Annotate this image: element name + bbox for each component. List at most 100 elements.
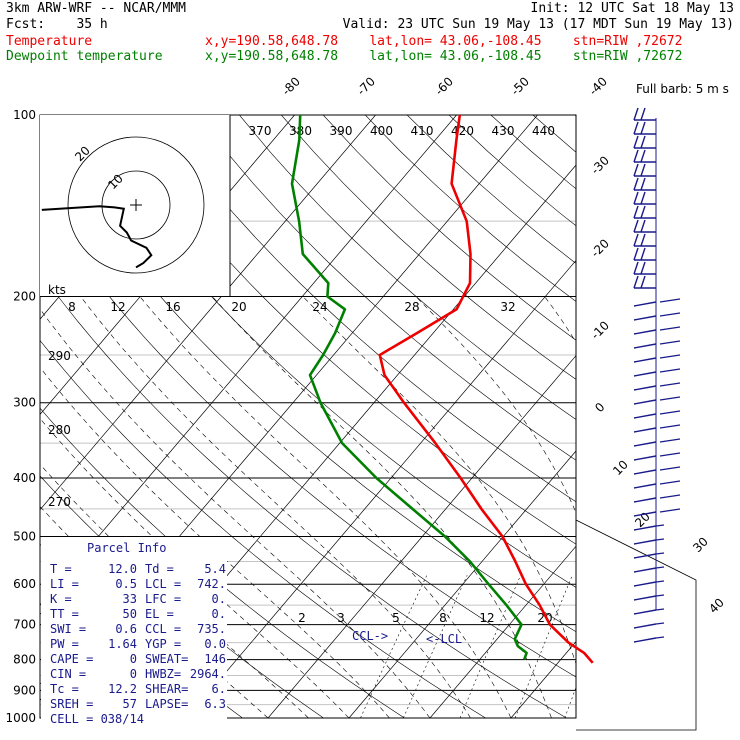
wind-barb-flag [659, 424, 681, 429]
wind-barb-staff [633, 441, 657, 447]
parcel-row-label: HWBZ= [145, 667, 181, 681]
dry-adiabat [71, 115, 576, 588]
parcel-cell-motion: CELL = 038/14 [50, 712, 144, 726]
wind-barb-staff [633, 385, 657, 391]
mixing-ratio-label: 2 [298, 611, 306, 625]
temperature-tick-label: -80 [279, 74, 303, 98]
wind-barb-flag [640, 149, 646, 163]
parcel-row-label: EL = [145, 607, 174, 621]
isotherm [186, 259, 576, 718]
wind-barb-flag [655, 524, 665, 527]
temperature-tick-label: 10 [610, 457, 631, 478]
moist-adiabat [544, 296, 576, 343]
wind-barb-flag [659, 410, 681, 415]
parcel-row-label: LFC = [145, 592, 181, 606]
parcel-info-background [41, 537, 227, 727]
dewpoint-location: x,y=190.58,648.78 lat,lon= 43.06,-108.45… [205, 49, 683, 64]
wind-barb-flag [633, 261, 639, 275]
wind-barb-staff [633, 329, 657, 335]
pressure-tick-label: 600 [13, 577, 36, 591]
parcel-row-value: 0.6 [115, 622, 137, 636]
wind-barb-flag [633, 163, 639, 177]
dry-adiabat [659, 115, 740, 718]
wind-barb-flag [655, 622, 665, 625]
parcel-row-value: 2964. [190, 667, 226, 681]
mixing-ratio-upper-label: 8 [68, 300, 76, 314]
barb-column-frame [575, 519, 697, 731]
wind-barb-staff [633, 567, 657, 573]
dry-adiabat [490, 115, 576, 190]
wind-barb-flag [659, 382, 681, 387]
wind-barb-flag [659, 312, 681, 317]
isotherm [510, 640, 576, 718]
moist-adiabat [40, 417, 350, 718]
mixing-ratio-label: 3 [337, 611, 345, 625]
parcel-row-value: 0.0 [204, 637, 226, 651]
parcel-info-box: Parcel Info T = 12.0 Td = 5.4 LI = 0.5 LCL = 742… [41, 537, 227, 727]
parcel-row-label: PW = [50, 637, 79, 651]
parcel-row-label: Tc = [50, 682, 79, 696]
wind-barb-flag [633, 275, 639, 289]
temperature-tick-label: 40 [706, 595, 727, 616]
pressure-tick-label: 1000 [5, 711, 36, 725]
wind-barb-flag [640, 177, 646, 191]
wind-barb-staff [633, 301, 657, 307]
dry-adiabat [281, 115, 576, 380]
wind-barb-flag [640, 107, 646, 121]
dewpoint-curve [290, 114, 528, 661]
pressure-tick-label: 400 [13, 471, 36, 485]
theta-e-label: 270 [48, 495, 71, 509]
wind-barb-flag [659, 494, 681, 499]
dry-adiabat [197, 115, 576, 461]
hodograph-units-label: kts [48, 283, 66, 297]
hodograph-ring-20 [67, 136, 205, 274]
parcel-row-value: 50 [123, 607, 137, 621]
wind-barb-flag [633, 149, 639, 163]
parcel-row-label: TT = [50, 607, 79, 621]
parcel-row-label: LCL = [145, 577, 181, 591]
init-time: Init: 12 UTC Sat 18 May 13 [530, 1, 735, 16]
parcel-row-label: K = [50, 592, 72, 606]
mixing-ratio-upper-label: 28 [404, 300, 419, 314]
wind-barb-staff [633, 553, 657, 559]
parcel-row-label: LI = [50, 577, 79, 591]
parcel-row-label: CAPE = [50, 652, 93, 666]
wind-barb-flag [659, 326, 681, 331]
wind-barb-staff [633, 623, 657, 629]
wind-barb-staff [633, 539, 657, 545]
wind-barb-flag [659, 452, 681, 457]
wind-barb-staff [633, 343, 657, 349]
mixing-ratio-upper-label: 20 [231, 300, 246, 314]
parcel-row-label: CCL = [145, 622, 181, 636]
wind-barb-flag [655, 594, 665, 597]
mixing-ratio-line [514, 575, 573, 718]
mixing-ratio-line [564, 686, 576, 718]
isotherm [673, 115, 740, 718]
wind-barb-staff [633, 399, 657, 405]
parcel-row-value: 0. [212, 592, 226, 606]
mixing-ratio-label: 12 [479, 611, 494, 625]
wind-barb-flag [633, 177, 639, 191]
parcel-row-value: 33 [123, 592, 137, 606]
parcel-row-value: 12.2 [108, 682, 137, 696]
wind-barb-flag [659, 354, 681, 359]
wind-barb-staff [633, 371, 657, 377]
wind-barb-flag [633, 247, 639, 261]
parcel-row-label: CIN = [50, 667, 86, 681]
wind-barb-staff [633, 315, 657, 321]
wind-barb-flag [633, 191, 639, 205]
mixing-ratio-line [360, 575, 428, 718]
temperature-tick-label: -70 [354, 74, 378, 98]
wind-barb-flag [659, 396, 681, 401]
wind-barb-flag [640, 275, 646, 289]
dry-adiabat [406, 115, 576, 264]
temperature-tick-label: -20 [588, 236, 612, 260]
temperature-tick-label: -50 [508, 74, 532, 98]
pressure-tick-label: 100 [13, 108, 36, 122]
theta-label: 400 [370, 124, 393, 138]
wind-barb-flag [659, 438, 681, 443]
mixing-ratio-line [459, 575, 521, 718]
